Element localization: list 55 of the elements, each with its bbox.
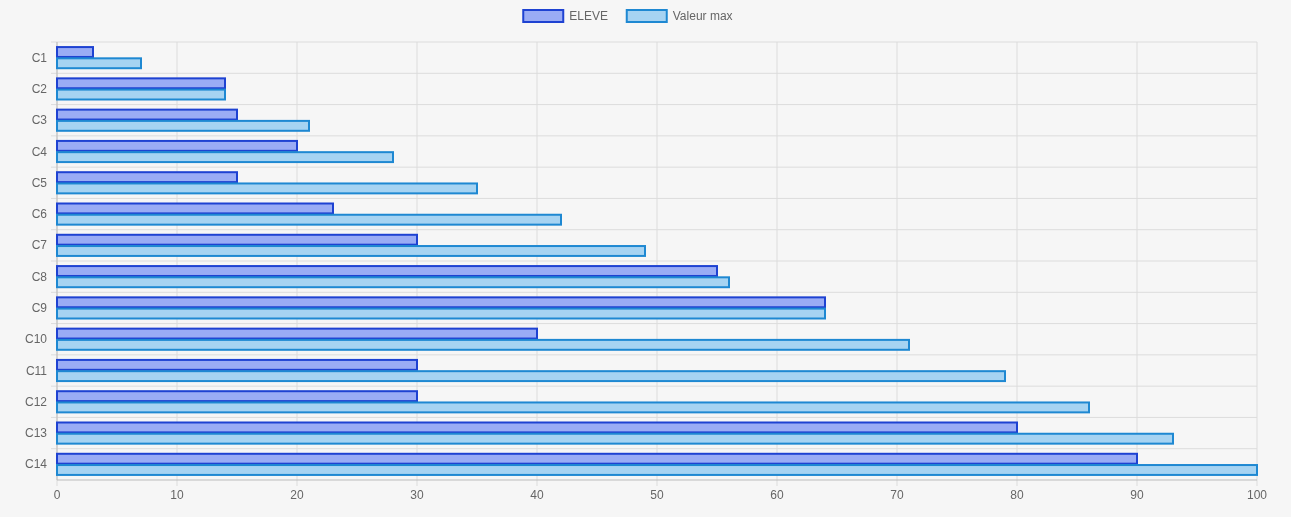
bar [56,202,334,215]
bar [56,296,826,309]
y-tick-label: C11 [25,363,48,378]
x-tick-label: 100 [1246,488,1268,502]
bar [56,233,418,246]
bar [56,265,718,277]
bar [56,452,1138,465]
bar [56,57,142,70]
y-tick-label: C12 [24,394,48,409]
y-tick-label: C7 [31,238,48,253]
x-tick-label: 80 [1010,488,1024,502]
bar [56,370,1006,383]
bar [56,151,394,164]
x-tick-label: 20 [290,488,304,502]
bar [56,401,1090,414]
bar [56,119,310,132]
legend-label: ELEVE [569,9,608,23]
y-tick-label: C6 [31,207,48,222]
x-tick-label: 90 [1130,488,1144,502]
bar [56,464,1258,476]
x-tick-label: 60 [770,488,784,502]
y-tick-label: C4 [31,144,48,159]
y-tick-label: C5 [31,175,48,190]
bar [56,213,562,226]
bar [56,390,418,403]
y-tick-label: C14 [24,457,48,472]
bar [56,77,226,90]
x-tick-label: 10 [170,488,184,502]
bar [56,432,1174,445]
y-tick-label: C9 [31,300,48,315]
legend-label: Valeur max [672,9,733,23]
y-tick-label: C1 [31,50,48,65]
y-tick-label: C10 [24,332,48,347]
bar [56,139,298,152]
y-tick-label: C13 [24,426,48,441]
bar [56,171,238,184]
bar [56,88,226,101]
bar [56,182,478,195]
bar [56,338,910,351]
x-tick-label: 70 [890,488,904,502]
bar [56,358,418,371]
y-tick-label: C3 [31,113,48,128]
bar [56,108,238,121]
y-tick-label: C2 [31,81,48,96]
bar [56,327,538,340]
x-tick-label: 0 [53,488,61,502]
x-tick-label: 40 [530,488,544,502]
bar [56,421,1018,434]
bar [56,46,94,58]
bar [56,307,826,320]
bar [56,276,730,289]
x-tick-label: 30 [410,488,424,502]
bar [56,245,646,257]
y-tick-label: C8 [31,269,48,284]
x-tick-label: 50 [650,488,664,502]
